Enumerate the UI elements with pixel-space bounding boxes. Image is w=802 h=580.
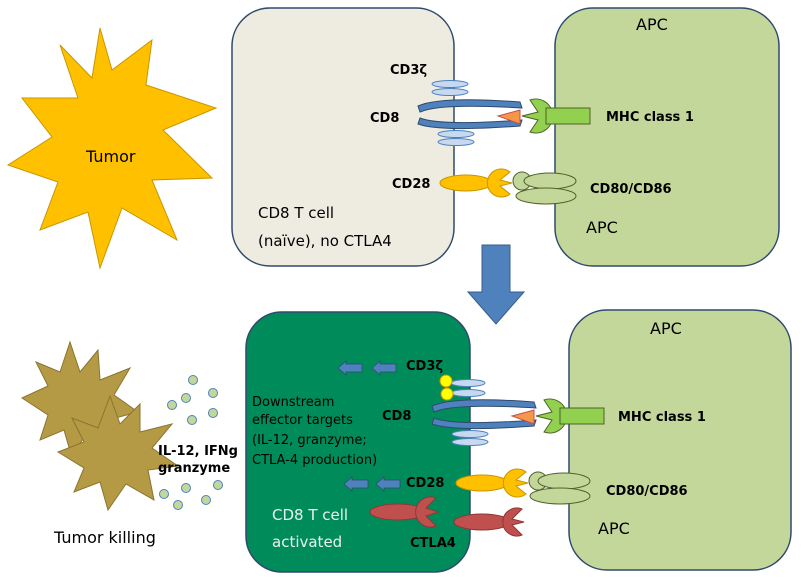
cd8-receptor [431, 417, 537, 430]
tumor-label: Tumor [85, 147, 136, 166]
peptide [510, 409, 535, 425]
cd3z-oval [437, 130, 475, 138]
apc-top-title: APC [636, 15, 668, 34]
cd80-oval [515, 187, 577, 205]
cytokine-dot [173, 500, 183, 510]
cd3z-oval [431, 88, 469, 96]
cytokine-dot [181, 393, 191, 403]
cytokine-label-2: granzyme [158, 461, 230, 476]
apc-top [554, 7, 780, 267]
cd80-oval [529, 487, 591, 505]
peptide [496, 109, 521, 125]
cd8-receptor [417, 99, 523, 113]
cytokine-dot [208, 408, 218, 418]
cd8-label-bottom: CD8 [382, 409, 411, 424]
cd3z-oval [431, 80, 469, 88]
ctla4-cup [415, 496, 440, 528]
cd28-label: CD28 [392, 177, 430, 192]
ctla4-cup [502, 507, 525, 537]
mhc-label: MHC class 1 [606, 110, 694, 125]
cytokine-dot [213, 480, 223, 490]
cd80-label-bottom: CD80/CD86 [606, 484, 688, 499]
cytokine-dot [201, 495, 211, 505]
cd3z-oval [450, 379, 486, 387]
mhc-stem [545, 107, 591, 125]
apc-bottom [568, 309, 792, 571]
cytokine-dot [187, 415, 197, 425]
tumor-killing-label: Tumor killing [53, 528, 156, 547]
apc-top-label: APC [586, 218, 618, 237]
cd28-label-bottom: CD28 [406, 476, 444, 491]
apc-bottom-title: APC [650, 319, 682, 338]
tcell-naive-label-1: CD8 T cell [258, 204, 334, 222]
cd28-receptor [455, 474, 509, 492]
cytokine-dot [159, 489, 169, 499]
downstream-line-1: Downstream [252, 395, 334, 410]
cd8-receptor [417, 117, 523, 130]
tumor-star [6, 27, 218, 270]
ctla4-receptor [453, 513, 511, 531]
down-arrow [466, 244, 526, 325]
signal-arrow [375, 476, 401, 492]
ctla4-label: CTLA4 [410, 536, 456, 551]
cd3z-label: CD3ζ [390, 63, 427, 78]
tcell-naive [231, 7, 455, 267]
cd3z-oval [451, 430, 489, 438]
cd28-cup [502, 468, 529, 498]
cd28-receptor [439, 174, 493, 192]
cd3z-oval [451, 438, 489, 446]
signal-arrow [371, 360, 397, 376]
cytokine-label-1: IL-12, IFNg [158, 444, 238, 459]
cd80-oval [523, 172, 577, 190]
apc-bottom-label: APC [598, 519, 630, 538]
cytokine-dot [188, 375, 198, 385]
signal-arrow [337, 360, 363, 376]
cd8-label: CD8 [370, 111, 399, 126]
cd28-cup [486, 168, 513, 198]
mhc-label-bottom: MHC class 1 [618, 410, 706, 425]
tcell-active-label-1: CD8 T cell [272, 506, 348, 524]
cytokine-dot [208, 388, 218, 398]
tcell-active-label-2: activated [272, 533, 342, 551]
signal-arrow [343, 476, 369, 492]
mhc-stem [559, 407, 605, 425]
downstream-line-3: (IL-12, granzyme; [252, 433, 367, 448]
cd3z-oval [450, 389, 486, 397]
downstream-line-2: effector targets [252, 413, 353, 428]
cd80-oval [537, 472, 591, 490]
cd3z-label-bottom: CD3ζ [406, 359, 443, 374]
phospho-dot [439, 374, 453, 388]
tcell-naive-label-2: (naïve), no CTLA4 [258, 232, 392, 250]
cytokine-dot [167, 400, 177, 410]
cd3z-oval [437, 138, 475, 146]
cytokine-dot [181, 483, 191, 493]
dead-tumor-star [56, 394, 180, 512]
phospho-dot [440, 387, 454, 401]
downstream-line-4: CTLA-4 production) [252, 453, 377, 468]
cd8-receptor [431, 399, 537, 413]
cd80-label: CD80/CD86 [590, 182, 672, 197]
